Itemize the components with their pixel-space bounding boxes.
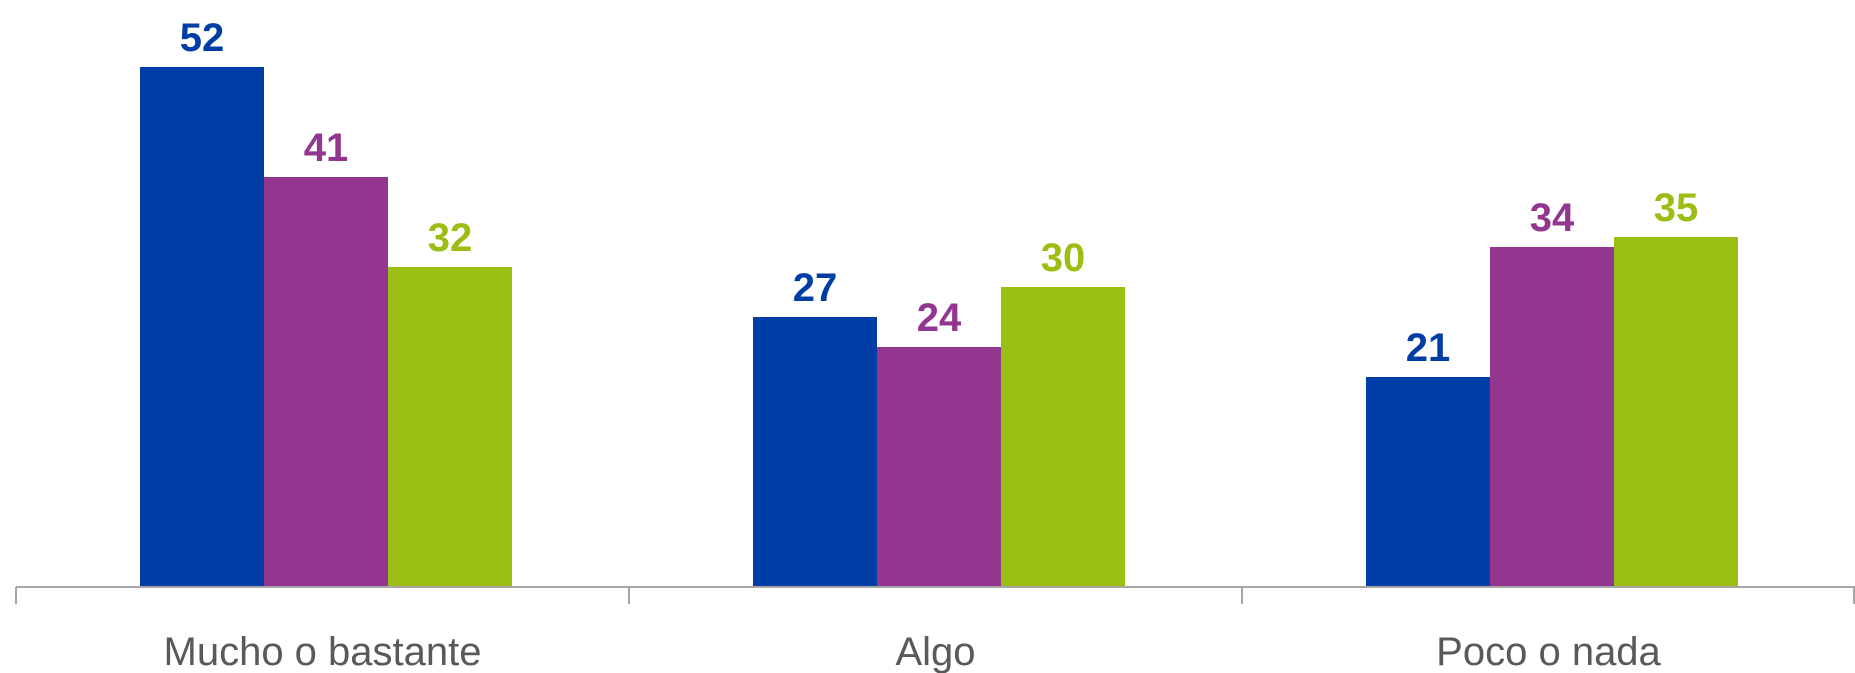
- value-label-1-1: 27: [793, 266, 838, 310]
- value-label-3-1: 30: [1041, 236, 1086, 280]
- category-label-2: Poco o nada: [1436, 630, 1661, 673]
- bar-1-1: [753, 317, 877, 587]
- bar-3-2: [1614, 237, 1738, 587]
- value-label-3-2: 35: [1654, 186, 1699, 230]
- bar-2-0: [264, 177, 388, 587]
- bar-1-2: [1366, 377, 1490, 587]
- bar-2-1: [877, 347, 1001, 587]
- bar-1-0: [140, 67, 264, 587]
- category-label-1: Algo: [895, 630, 975, 673]
- value-label-3-0: 32: [428, 216, 473, 260]
- bars-group: [140, 67, 1738, 587]
- category-labels-group: Mucho o bastante Algo Poco o nada: [164, 630, 1662, 673]
- value-labels-group: 52 41 32 27 24 30 21 34 35: [180, 16, 1699, 370]
- value-label-2-2: 34: [1530, 196, 1575, 240]
- value-label-1-2: 21: [1406, 326, 1451, 370]
- value-label-2-1: 24: [917, 296, 962, 340]
- x-axis: [15, 586, 1855, 604]
- bar-2-2: [1490, 247, 1614, 587]
- value-label-2-0: 41: [304, 126, 349, 170]
- bar-3-1: [1001, 287, 1125, 587]
- category-label-0: Mucho o bastante: [164, 630, 482, 673]
- bar-3-0: [388, 267, 512, 587]
- value-label-1-0: 52: [180, 16, 225, 60]
